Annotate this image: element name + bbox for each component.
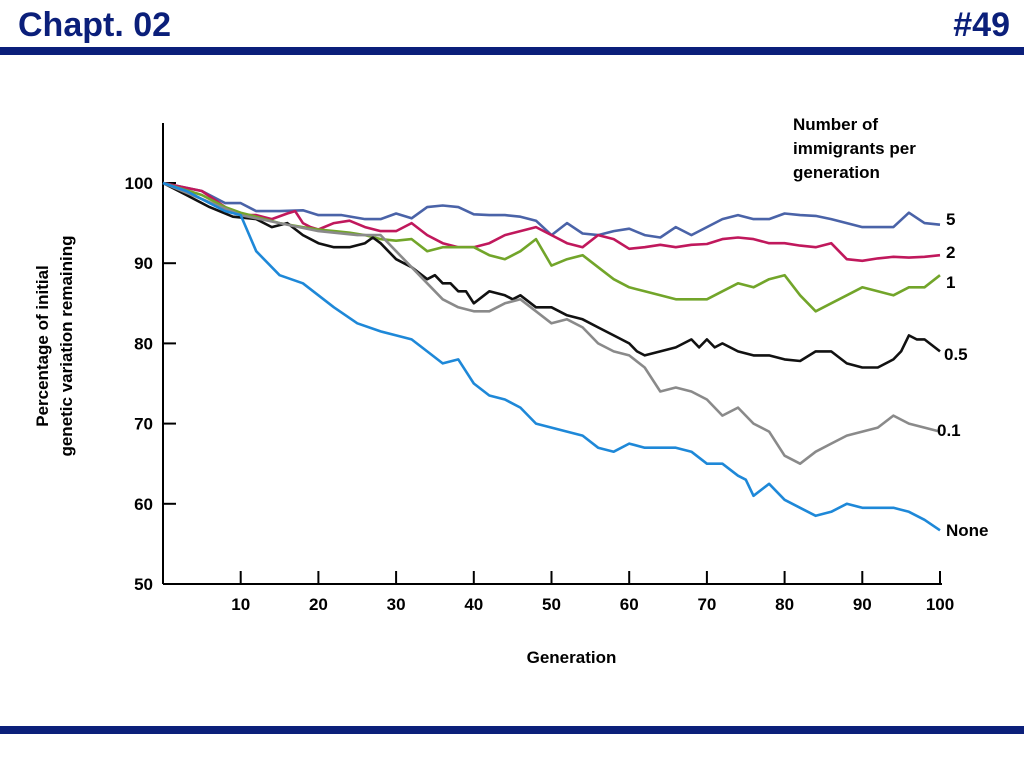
series-label-0-5: 0.5	[944, 345, 968, 364]
series-line-none	[162, 181, 941, 532]
footer-rule	[0, 726, 1024, 734]
series-line-2	[162, 181, 941, 263]
header-rule	[0, 47, 1024, 55]
x-tick-label: 80	[775, 595, 794, 614]
series-label-5: 5	[946, 210, 955, 229]
series-line-0-5	[162, 181, 941, 369]
x-tick-label: 30	[387, 595, 406, 614]
y-tick-label: 100	[125, 174, 153, 193]
legend-title-line: generation	[793, 163, 880, 182]
legend-title-line: immigrants per	[793, 139, 916, 158]
y-axis-title-line-1: Percentage of initial	[33, 265, 52, 427]
x-tick-label: 60	[620, 595, 639, 614]
y-tick-label: 70	[134, 415, 153, 434]
x-tick-label: 70	[697, 595, 716, 614]
slide-number: #49	[953, 6, 1010, 44]
y-tick-label: 80	[134, 334, 153, 353]
series-label-0-1: 0.1	[937, 421, 961, 440]
x-tick-label: 100	[926, 595, 954, 614]
series-label-2: 2	[946, 243, 955, 262]
series-line-1	[162, 181, 941, 313]
y-tick-label: 60	[134, 495, 153, 514]
y-tick-label: 90	[134, 254, 153, 273]
series-label-none: None	[946, 521, 989, 540]
x-tick-label: 90	[853, 595, 872, 614]
x-tick-label: 40	[464, 595, 483, 614]
chapter-title: Chapt. 02	[18, 6, 172, 44]
x-tick-label: 20	[309, 595, 328, 614]
x-axis-title: Generation	[527, 648, 617, 667]
series-line-5	[162, 181, 941, 239]
y-tick-label: 50	[134, 575, 153, 594]
x-tick-label: 10	[231, 595, 250, 614]
series-label-1: 1	[946, 273, 955, 292]
legend-title-line: Number of	[793, 115, 878, 134]
series-line-0-1	[162, 181, 941, 466]
y-axis-title-line-2: genetic variation remaining	[57, 235, 76, 456]
x-tick-label: 50	[542, 595, 561, 614]
